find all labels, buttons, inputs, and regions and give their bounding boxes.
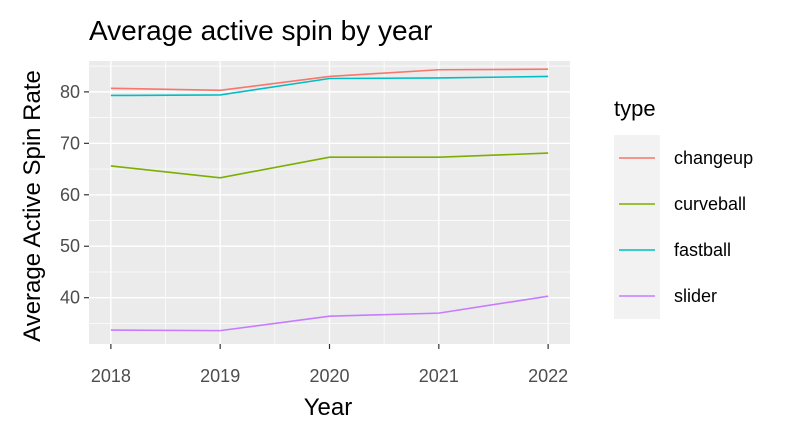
series-line-changeup (110, 68, 549, 92)
legend-key-background (614, 135, 660, 319)
plot-area: 40 50 60 70 80 2018 2019 2020 2021 2022 (60, 61, 570, 386)
legend-title: type (614, 96, 656, 121)
legend-label-fastball: fastball (674, 240, 731, 260)
legend-label-curveball: curveball (674, 194, 746, 214)
legend-label-slider: slider (674, 286, 717, 306)
y-axis-title: Average Active Spin Rate (19, 70, 46, 342)
series-line-fastball (110, 75, 549, 97)
series-line-curveball (110, 152, 549, 179)
y-tick-label: 50 (60, 236, 80, 256)
y-tick-label: 80 (60, 82, 80, 102)
y-tick-label: 60 (60, 185, 80, 205)
x-tick-label: 2019 (200, 366, 240, 386)
x-axis-title: Year (304, 394, 353, 421)
legend: type changeup curveball fastball slider (614, 96, 753, 319)
x-tick-label: 2018 (91, 366, 131, 386)
y-tick-label: 40 (60, 288, 80, 308)
x-tick-label: 2021 (419, 366, 459, 386)
legend-label-changeup: changeup (674, 148, 753, 168)
chart-title: Average active spin by year (89, 15, 432, 46)
x-tick-label: 2022 (528, 366, 568, 386)
x-tick-label: 2020 (309, 366, 349, 386)
series-line-slider (110, 295, 549, 332)
y-tick-label: 70 (60, 133, 80, 153)
